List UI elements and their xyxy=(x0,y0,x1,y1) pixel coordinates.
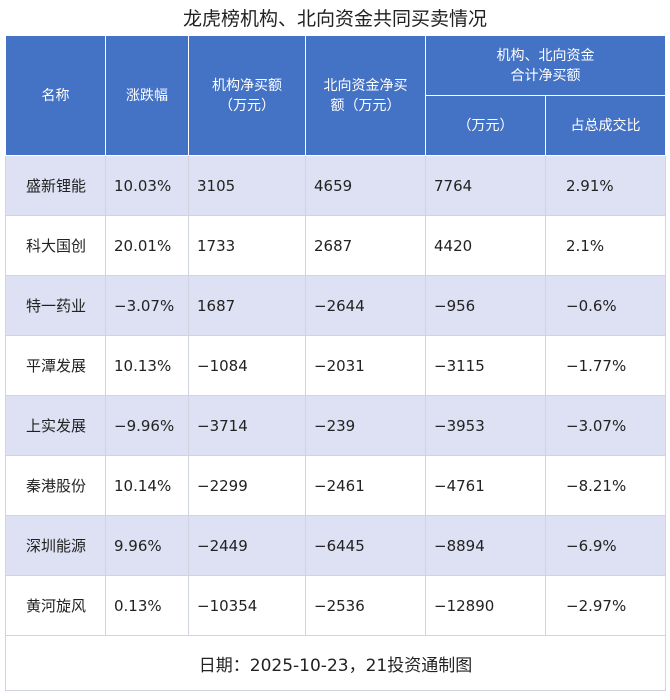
table-cell: 黄河旋风 xyxy=(5,575,106,636)
table-row: 特一药业 −3.07% 1687 −2644 −956 −0.6% xyxy=(5,275,666,336)
header-line: 合计净买额 xyxy=(510,67,581,84)
table-row: 上实发展 −9.96% −3714 −239 −3953 −3.07% xyxy=(5,395,666,456)
header-line: 北向资金净买 xyxy=(323,77,408,94)
table-cell: −4761 xyxy=(425,455,546,516)
column-header: 机构净买额 （万元） xyxy=(188,35,306,156)
table-cell: −2.97% xyxy=(545,575,666,636)
table-cell: −6445 xyxy=(305,515,426,576)
table-cell: −956 xyxy=(425,275,546,336)
table-cell: −10354 xyxy=(188,575,306,636)
table-cell: 10.03% xyxy=(105,155,189,216)
table-cell: −3714 xyxy=(188,395,306,456)
group-header: 机构、北向资金 合计净买额 xyxy=(425,35,666,96)
table-row: 盛新锂能 10.03% 3105 4659 7764 2.91% xyxy=(5,155,666,216)
table-row: 深圳能源 9.96% −2449 −6445 −8894 −6.9% xyxy=(5,515,666,576)
table-cell: −1.77% xyxy=(545,335,666,396)
title: 龙虎榜机构、北向资金共同买卖情况 xyxy=(182,8,487,30)
table-cell: 深圳能源 xyxy=(5,515,106,576)
header-row: 名称 涨跌幅 机构净买额 （万元） 北向资金净买 额（万元） 机构、北向资金 合计净买额 xyxy=(5,35,666,156)
table-cell: −1084 xyxy=(188,335,306,396)
footer: 日期：2025-10-23，21投资通制图 xyxy=(5,635,666,691)
table-cell: −239 xyxy=(305,395,426,456)
header-row: （万元） 占总成交比 xyxy=(6,95,666,156)
table-cell: 9.96% xyxy=(105,515,189,576)
table-cell: −3.07% xyxy=(105,275,189,336)
table-cell: 0.13% xyxy=(105,575,189,636)
header-line: 额（万元） xyxy=(330,97,401,114)
table-cell: 2.1% xyxy=(545,215,666,276)
table-cell: 2687 xyxy=(305,215,426,276)
header-line: 机构净买额 xyxy=(212,77,282,94)
table-cell: 7764 xyxy=(425,155,546,216)
table-cell: 4420 xyxy=(425,215,546,276)
table-cell: 2.91% xyxy=(545,155,666,216)
table-cell: 上实发展 xyxy=(5,395,106,456)
table-cell: −2449 xyxy=(188,515,306,576)
table-cell: 科大国创 xyxy=(5,215,106,276)
table-cell: −12890 xyxy=(425,575,546,636)
table-cell: −2644 xyxy=(305,275,426,336)
table-cell: −8.21% xyxy=(545,455,666,516)
column-header: 名称 xyxy=(5,35,106,156)
column-header: 北向资金净买 额（万元） xyxy=(305,35,426,156)
table-cell: 1687 xyxy=(188,275,306,336)
column-header: 占总成交比 xyxy=(545,95,666,156)
table-cell: 平潭发展 xyxy=(5,335,106,396)
header-line: 涨跌幅 xyxy=(126,87,168,104)
table-cell: −8894 xyxy=(425,515,546,576)
table-cell: 秦港股份 xyxy=(5,455,106,516)
footer-row: 日期：2025-10-23，21投资通制图 xyxy=(5,635,666,691)
table-body: 盛新锂能 10.03% 3105 4659 7764 2.91% 科大国创 20.01% 173… xyxy=(5,155,666,691)
table-cell: −3.07% xyxy=(545,395,666,456)
table-cell: 3105 xyxy=(188,155,306,216)
table-cell: −2536 xyxy=(305,575,426,636)
table-cell: 特一药业 xyxy=(5,275,106,336)
header-line: （万元） xyxy=(219,97,275,114)
table-cell: −9.96% xyxy=(105,395,189,456)
table-cell: 20.01% xyxy=(105,215,189,276)
column-header: 涨跌幅 xyxy=(105,35,189,156)
header-line: 机构、北向资金 xyxy=(496,47,595,64)
table-row: 平潭发展 10.13% −1084 −2031 −3115 −1.77% xyxy=(5,335,666,396)
table-cell: 10.14% xyxy=(105,455,189,516)
table-cell: −6.9% xyxy=(545,515,666,576)
table-cell: 4659 xyxy=(305,155,426,216)
table-cell: −3115 xyxy=(425,335,546,396)
table-cell: 10.13% xyxy=(105,335,189,396)
table-cell: −2299 xyxy=(188,455,306,516)
header-line: 名称 xyxy=(41,87,70,104)
table-cell: 1733 xyxy=(188,215,306,276)
table-cell: −0.6% xyxy=(545,275,666,336)
table-cell: −2461 xyxy=(305,455,426,516)
data-table: 名称 涨跌幅 机构净买额 （万元） 北向资金净买 额（万元） 机构、北向资金 合计净买额 （万元… xyxy=(5,35,666,691)
table-row: 科大国创 20.01% 1733 2687 4420 2.1% xyxy=(5,215,666,276)
column-header: （万元） xyxy=(425,95,546,156)
table-row: 黄河旋风 0.13% −10354 −2536 −12890 −2.97% xyxy=(5,575,666,636)
table-cell: −3953 xyxy=(425,395,546,456)
table-cell: 盛新锂能 xyxy=(5,155,106,216)
table-header: 名称 涨跌幅 机构净买额 （万元） 北向资金净买 额（万元） 机构、北向资金 合计净买额 （万元… xyxy=(5,35,666,156)
table-row: 秦港股份 10.14% −2299 −2461 −4761 −8.21% xyxy=(5,455,666,516)
table-cell: −2031 xyxy=(305,335,426,396)
